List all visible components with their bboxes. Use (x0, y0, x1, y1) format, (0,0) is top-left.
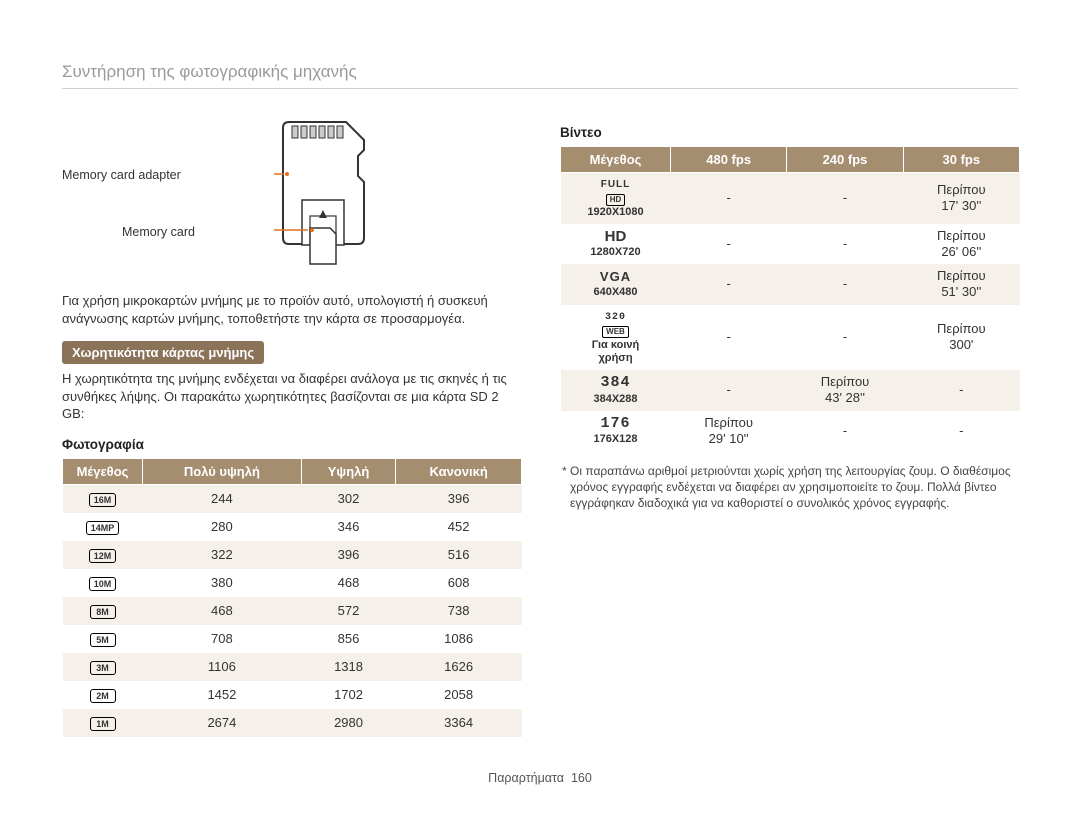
size-icon: 2M (90, 689, 116, 703)
table-row: 10M380468608 (63, 569, 522, 597)
page-header: Συντήρηση της φωτογραφικής μηχανής (62, 62, 357, 82)
vcol-240: 240 fps (787, 147, 903, 173)
table-row: 5M7088561086 (63, 625, 522, 653)
table-row: HD1280X720--Περίπου26' 06'' (561, 224, 1020, 265)
size-icon: 8M (90, 605, 116, 619)
paragraph-usage: Για χρήση μικροκαρτών μνήμης με το προϊό… (62, 292, 522, 327)
photo-heading: Φωτογραφία (62, 437, 522, 452)
table-row: VGA640X480--Περίπου51' 30'' (561, 264, 1020, 305)
table-row: 14MP280346452 (63, 513, 522, 541)
adapter-label: Memory card adapter (62, 168, 181, 182)
table-row: 320WEBΓια κοινήχρήση--Περίπου300' (561, 305, 1020, 370)
vcol-480: 480 fps (671, 147, 787, 173)
table-row: 3M110613181626 (63, 653, 522, 681)
col-normal: Κανονική (396, 458, 522, 484)
vcol-30: 30 fps (903, 147, 1019, 173)
size-icon: 10M (89, 577, 117, 591)
video-table: Μέγεθος 480 fps 240 fps 30 fps FULLHD192… (560, 146, 1020, 451)
col-super: Πολύ υψηλή (143, 458, 302, 484)
table-row: 176176X128Περίπου29' 10''-- (561, 411, 1020, 452)
vcol-size: Μέγεθος (561, 147, 671, 173)
size-icon: 5M (90, 633, 116, 647)
size-icon: 3M (90, 661, 116, 675)
size-icon: 14MP (86, 521, 120, 535)
paragraph-capacity: Η χωρητικότητα της μνήμης ενδέχεται να δ… (62, 370, 522, 423)
size-icon: 12M (89, 549, 117, 563)
table-row: 16M244302396 (63, 484, 522, 513)
footer-label: Παραρτήματα (488, 771, 564, 785)
table-row: 12M322396516 (63, 541, 522, 569)
size-icon: 1M (90, 717, 116, 731)
video-footnote: * Οι παραπάνω αριθμοί μετριούνται χωρίς … (560, 463, 1020, 512)
sdcard-icon (274, 120, 384, 270)
video-heading: Βίντεο (560, 125, 1020, 140)
memcard-label: Memory card (122, 225, 195, 239)
footer-page: 160 (571, 771, 592, 785)
table-row: 1M267429803364 (63, 709, 522, 737)
page-footer: Παραρτήματα 160 (0, 771, 1080, 785)
header-rule (62, 88, 1018, 89)
table-row: FULLHD1920X1080--Περίπου17' 30'' (561, 173, 1020, 224)
sdcard-diagram: Memory card adapter Memory card (62, 120, 522, 280)
size-icon: 16M (89, 493, 117, 507)
table-row: 8M468572738 (63, 597, 522, 625)
col-size: Μέγεθος (63, 458, 143, 484)
section-badge-capacity: Χωρητικότητα κάρτας μνήμης (62, 341, 264, 364)
photo-table: Μέγεθος Πολύ υψηλή Υψηλή Κανονική 16M244… (62, 458, 522, 737)
col-fine: Υψηλή (301, 458, 395, 484)
table-row: 2M145217022058 (63, 681, 522, 709)
table-row: 384384X288-Περίπου43' 28''- (561, 370, 1020, 411)
